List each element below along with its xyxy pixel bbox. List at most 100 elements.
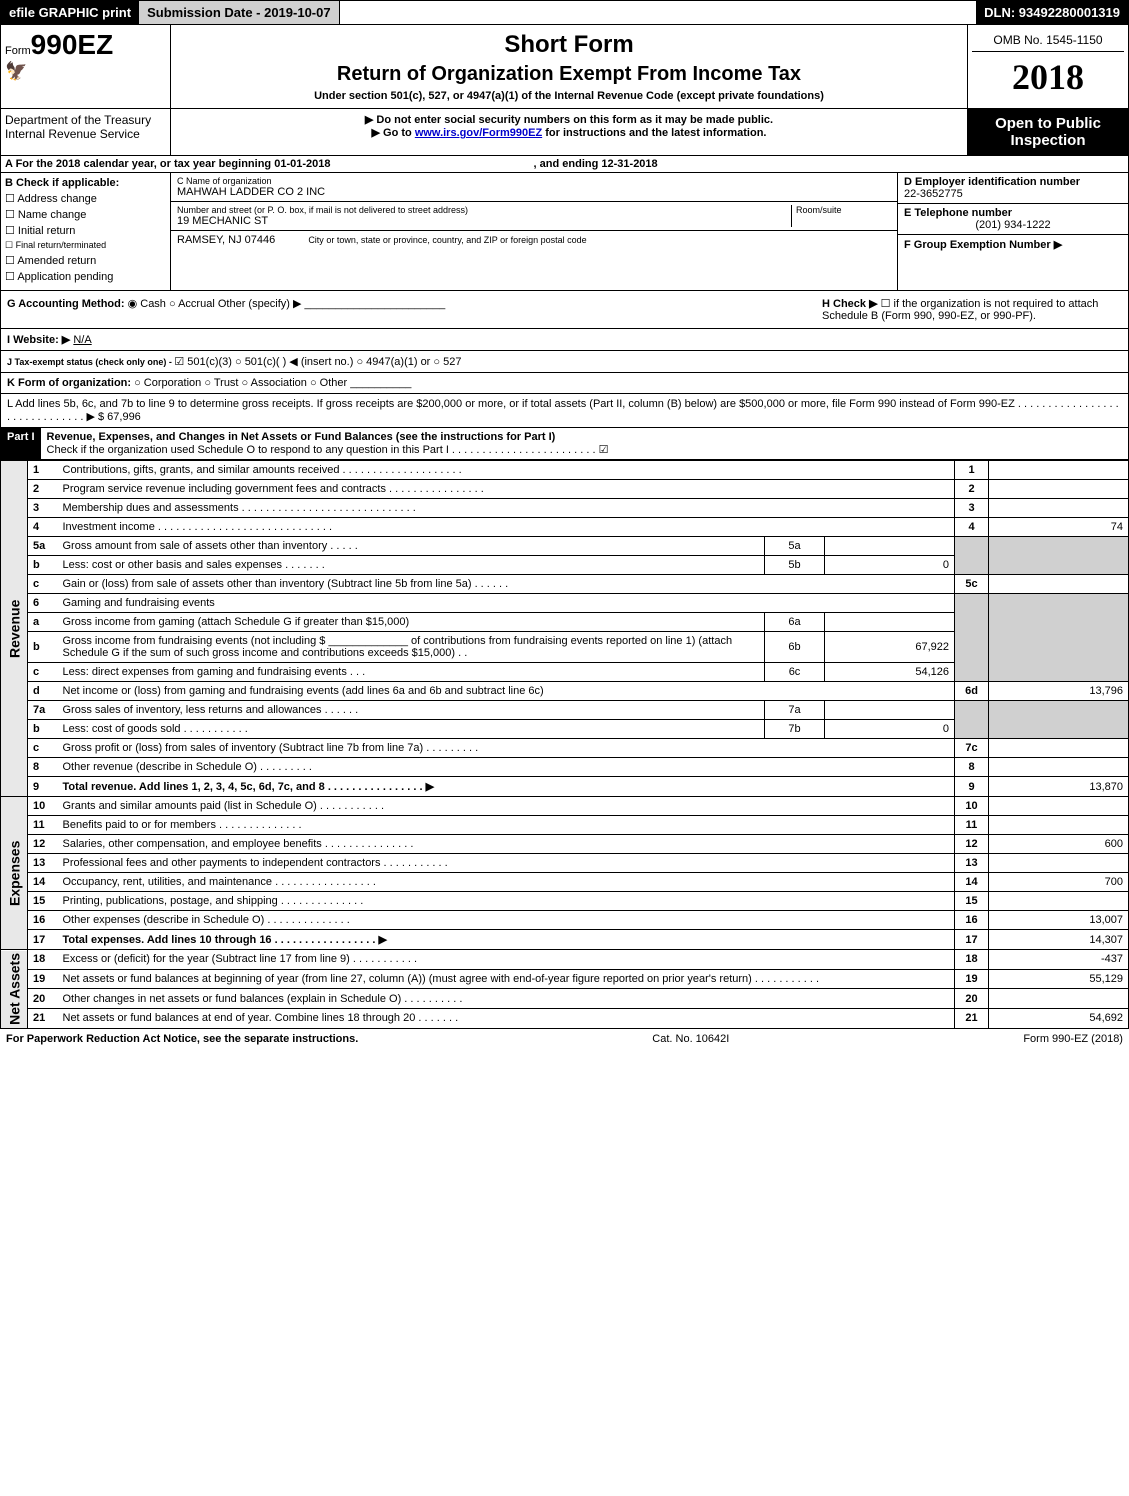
line-6-desc: Gaming and fundraising events — [58, 594, 955, 613]
line-7b-inneramt: 0 — [825, 720, 955, 739]
line-6c-desc: Less: direct expenses from gaming and fu… — [58, 663, 765, 682]
line-6b-inneramt: 67,922 — [825, 632, 955, 663]
radio-accrual[interactable]: Accrual — [169, 298, 215, 310]
l-text: L Add lines 5b, 6c, and 7b to line 9 to … — [7, 398, 1119, 423]
section-b-title: B Check if applicable: — [5, 177, 166, 189]
line-12-desc: Salaries, other compensation, and employ… — [58, 835, 955, 854]
line-2-box: 2 — [955, 480, 989, 499]
org-right-column: D Employer identification number 22-3652… — [898, 173, 1128, 290]
chk-initial-return[interactable]: Initial return — [5, 224, 166, 237]
topbar-spacer — [340, 1, 977, 24]
line-3-desc: Membership dues and assessments . . . . … — [58, 499, 955, 518]
short-form-heading: Short Form — [177, 31, 961, 59]
line-15-box: 15 — [955, 892, 989, 911]
i-label: I Website: ▶ — [7, 334, 70, 346]
line-7a-inneramt — [825, 701, 955, 720]
other-specify[interactable]: Other (specify) ▶ — [218, 298, 302, 310]
line-19-desc: Net assets or fund balances at beginning… — [58, 969, 955, 989]
return-title: Return of Organization Exempt From Incom… — [177, 63, 961, 86]
org-name: MAHWAH LADDER CO 2 INC — [177, 186, 891, 198]
line-4-box: 4 — [955, 518, 989, 537]
line-13-desc: Professional fees and other payments to … — [58, 854, 955, 873]
phone-cell: E Telephone number (201) 934-1222 — [898, 204, 1128, 235]
radio-cash[interactable]: Cash — [128, 298, 166, 310]
line-3-num: 3 — [28, 499, 58, 518]
line-8-box: 8 — [955, 758, 989, 777]
line-17-amount: 14,307 — [989, 930, 1129, 950]
ein-value: 22-3652775 — [904, 188, 1122, 200]
open-public-line2: Inspection — [970, 132, 1126, 149]
room-label: Room/suite — [796, 205, 891, 215]
line-13-box: 13 — [955, 854, 989, 873]
ein-cell: D Employer identification number 22-3652… — [898, 173, 1128, 204]
k-options[interactable]: ○ Corporation ○ Trust ○ Association ○ Ot… — [134, 377, 347, 389]
line-17-box: 17 — [955, 930, 989, 950]
line-1-desc: Contributions, gifts, grants, and simila… — [58, 461, 955, 480]
line-16-num: 16 — [28, 911, 58, 930]
line-2-num: 2 — [28, 480, 58, 499]
line-13-num: 13 — [28, 854, 58, 873]
line-1-box: 1 — [955, 461, 989, 480]
paperwork-notice: For Paperwork Reduction Act Notice, see … — [6, 1033, 358, 1045]
j-label: J Tax-exempt status (check only one) - — [7, 357, 174, 367]
omb-number: OMB No. 1545-1150 — [972, 29, 1124, 52]
line-9-desc: Total revenue. Add lines 1, 2, 3, 4, 5c,… — [58, 777, 955, 797]
chk-name-change[interactable]: Name change — [5, 208, 166, 221]
line-6d-desc: Net income or (loss) from gaming and fun… — [58, 682, 955, 701]
line-16-box: 16 — [955, 911, 989, 930]
section-a-pre: A For the 2018 calendar year, or tax yea… — [5, 158, 274, 170]
h-check: H Check ▶ if the organization is not req… — [822, 297, 1122, 322]
line-5b-innerbox: 5b — [765, 556, 825, 575]
page-footer: For Paperwork Reduction Act Notice, see … — [0, 1029, 1129, 1049]
chk-application-pending[interactable]: Application pending — [5, 270, 166, 283]
line-20-box: 20 — [955, 989, 989, 1009]
line-11-amount — [989, 816, 1129, 835]
c-label: C Name of organization — [177, 176, 891, 186]
line-14-box: 14 — [955, 873, 989, 892]
org-city: RAMSEY, NJ 07446 — [177, 234, 275, 246]
line-7b-innerbox: 7b — [765, 720, 825, 739]
treasury-seal-icon: 🦅 — [5, 61, 166, 82]
line-4-num: 4 — [28, 518, 58, 537]
line-9-amount: 13,870 — [989, 777, 1129, 797]
f-label: F Group Exemption Number ▶ — [904, 238, 1122, 251]
part-i-check: Check if the organization used Schedule … — [47, 444, 609, 456]
line-6a-innerbox: 6a — [765, 613, 825, 632]
line-7-shade-amt — [989, 701, 1129, 739]
efile-print-button[interactable]: efile GRAPHIC print — [1, 1, 139, 24]
tax-year: 2018 — [972, 52, 1124, 102]
accounting-method-row: G Accounting Method: Cash Accrual Other … — [0, 291, 1129, 329]
submission-date: Submission Date - 2019-10-07 — [139, 1, 340, 24]
line-16-desc: Other expenses (describe in Schedule O) … — [58, 911, 955, 930]
j-options[interactable]: ☑ 501(c)(3) ○ 501(c)( ) ◀ (insert no.) ○… — [174, 356, 461, 368]
org-info-block: B Check if applicable: Address change Na… — [0, 173, 1129, 291]
line-5-shade — [955, 537, 989, 575]
tax-year-end: 12-31-2018 — [601, 158, 657, 170]
line-14-amount: 700 — [989, 873, 1129, 892]
line-5c-amount — [989, 575, 1129, 594]
instr-no-ssn: ▶ Do not enter social security numbers o… — [175, 113, 963, 126]
line-5a-num: 5a — [28, 537, 58, 556]
line-5-shade-amt — [989, 537, 1129, 575]
line-6c-inneramt: 54,126 — [825, 663, 955, 682]
city-label: City or town, state or province, country… — [308, 235, 586, 245]
form-header: Form990EZ 🦅 Short Form Return of Organiz… — [0, 25, 1129, 109]
part-i-header: Part I Revenue, Expenses, and Changes in… — [0, 428, 1129, 460]
chk-schedule-b[interactable] — [881, 298, 894, 310]
org-address-cell: Number and street (or P. O. box, if mail… — [171, 202, 897, 231]
line-6-num: 6 — [28, 594, 58, 613]
line-21-amount: 54,692 — [989, 1009, 1129, 1029]
chk-address-change[interactable]: Address change — [5, 192, 166, 205]
line-4-amount: 74 — [989, 518, 1129, 537]
line-7c-num: c — [28, 739, 58, 758]
line-4-desc: Investment income . . . . . . . . . . . … — [58, 518, 955, 537]
line-9-num: 9 — [28, 777, 58, 797]
line-6a-num: a — [28, 613, 58, 632]
irs-gov-link[interactable]: www.irs.gov/Form990EZ — [415, 127, 542, 139]
line-7b-desc: Less: cost of goods sold . . . . . . . .… — [58, 720, 765, 739]
chk-amended-return[interactable]: Amended return — [5, 254, 166, 267]
cat-number: Cat. No. 10642I — [652, 1033, 729, 1045]
part-i-title: Revenue, Expenses, and Changes in Net As… — [41, 428, 1128, 459]
line-6a-inneramt — [825, 613, 955, 632]
chk-final-return[interactable]: Final return/terminated — [5, 240, 166, 251]
